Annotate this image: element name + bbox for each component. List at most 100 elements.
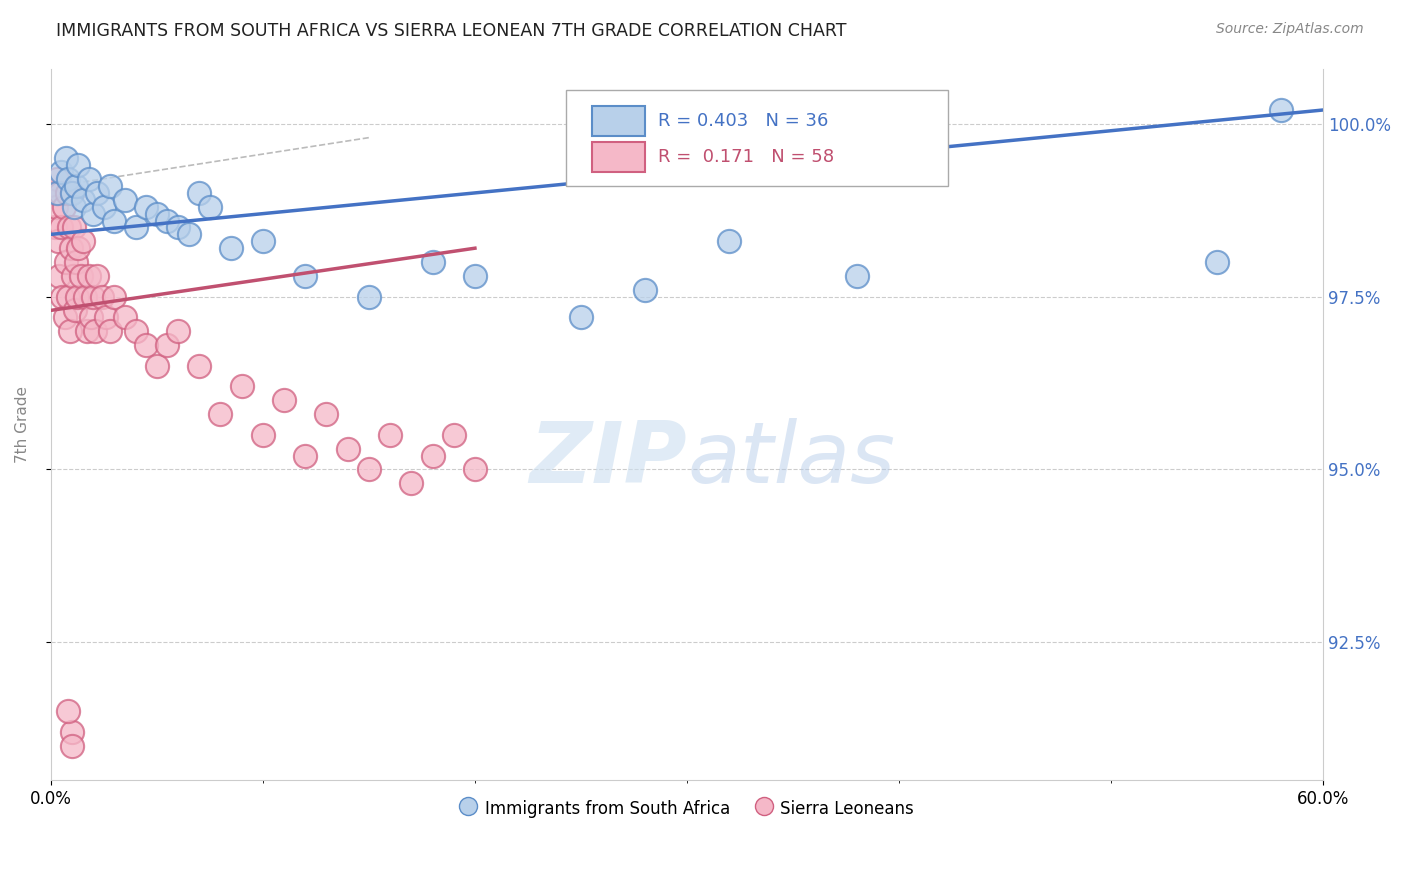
Point [53,310,76,325]
Point [80,310,103,325]
Point [252,234,274,248]
FancyBboxPatch shape [567,90,948,186]
Point [177,227,200,242]
Point [86,186,108,200]
Point [60,739,83,753]
Point [82,207,104,221]
Point [422,255,444,269]
Point [443,427,465,442]
Point [167,220,190,235]
Point [66,289,89,303]
Point [1270,103,1292,117]
Point [51,165,73,179]
Point [845,268,868,283]
Point [124,324,146,338]
Point [103,289,125,303]
Point [464,268,486,283]
Point [46,234,69,248]
Point [56,172,79,186]
Point [60,725,83,739]
Point [69,268,91,283]
Point [294,449,316,463]
Point [718,234,741,248]
Point [60,186,83,200]
Point [167,324,190,338]
Text: Source: ZipAtlas.com: Source: ZipAtlas.com [1216,22,1364,37]
Point [90,289,112,303]
Point [48,268,70,283]
Point [219,241,242,255]
Point [67,158,90,172]
Point [156,213,179,227]
Point [72,193,94,207]
Point [252,427,274,442]
Point [55,152,77,166]
Point [63,303,86,318]
Point [49,186,72,200]
Point [98,324,121,338]
Point [51,220,73,235]
Text: R =  0.171   N = 58: R = 0.171 N = 58 [658,148,834,166]
Point [209,407,232,421]
Point [98,179,121,194]
Point [188,186,211,200]
Point [146,207,169,221]
Point [156,338,179,352]
Point [44,220,66,235]
Text: R = 0.403   N = 36: R = 0.403 N = 36 [658,112,828,130]
Point [60,186,83,200]
Point [56,289,79,303]
Text: atlas: atlas [688,418,896,501]
Point [273,393,295,408]
Point [58,220,80,235]
Point [52,200,75,214]
Point [103,213,125,227]
Point [231,379,253,393]
Point [633,283,655,297]
Point [315,407,337,421]
Point [65,255,87,269]
Point [1206,255,1229,269]
Point [114,193,136,207]
Point [146,359,169,373]
Point [357,289,380,303]
Y-axis label: 7th Grade: 7th Grade [15,386,30,463]
Point [46,186,69,200]
Point [294,268,316,283]
Point [65,179,87,194]
Point [73,289,96,303]
Point [67,241,90,255]
Point [72,234,94,248]
Point [135,200,157,214]
Point [135,338,157,352]
Point [51,289,73,303]
Point [86,268,108,283]
Text: ZIP: ZIP [530,418,688,501]
Point [55,255,77,269]
Point [94,310,117,325]
Point [378,427,401,442]
Point [124,220,146,235]
Point [401,476,423,491]
Point [84,324,107,338]
Point [188,359,211,373]
Point [464,462,486,476]
Point [77,172,100,186]
FancyBboxPatch shape [592,106,645,136]
Point [56,704,79,718]
Point [569,310,592,325]
Point [59,241,82,255]
Point [77,268,100,283]
Point [357,462,380,476]
Point [336,442,359,456]
FancyBboxPatch shape [592,142,645,172]
Point [42,186,65,200]
Text: IMMIGRANTS FROM SOUTH AFRICA VS SIERRA LEONEAN 7TH GRADE CORRELATION CHART: IMMIGRANTS FROM SOUTH AFRICA VS SIERRA L… [56,22,846,40]
Point [198,200,221,214]
Legend: Immigrants from South Africa, Sierra Leoneans: Immigrants from South Africa, Sierra Leo… [453,792,921,825]
Point [114,310,136,325]
Point [46,172,69,186]
Point [76,324,98,338]
Point [82,289,104,303]
Point [422,449,444,463]
